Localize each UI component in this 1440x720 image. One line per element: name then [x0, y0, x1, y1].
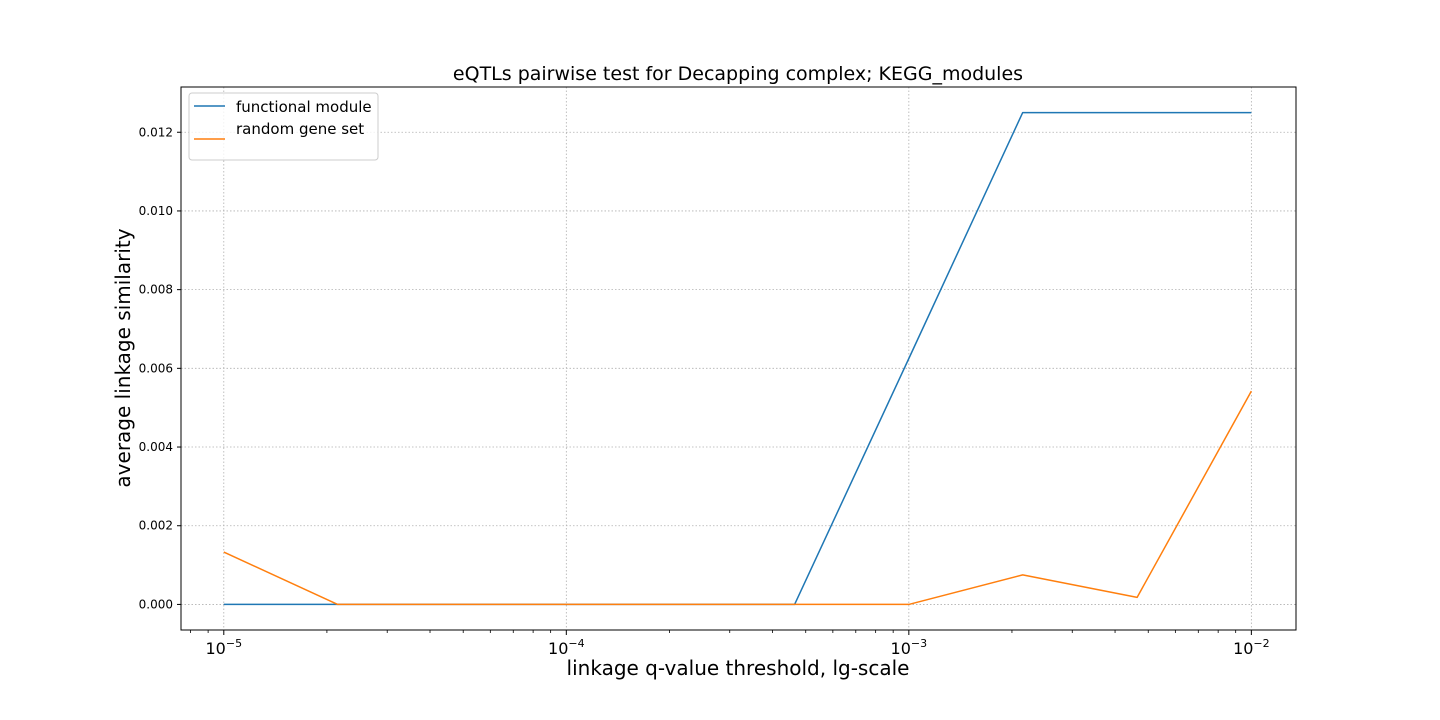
x-tick-label: 10−5	[206, 637, 243, 658]
series-line-random-gene-set	[223, 390, 1253, 606]
legend-box	[188, 92, 379, 161]
chart-title: eQTLs pairwise test for Decapping comple…	[453, 63, 1023, 85]
y-tick-label: 0.002	[139, 519, 173, 533]
y-tick-label: 0.012	[139, 125, 173, 139]
y-tick-label: 0.004	[139, 440, 173, 454]
x-tick-label: 10−2	[1233, 637, 1270, 658]
y-tick-label: 0.000	[139, 597, 173, 611]
y-axis-label: average linkage similarity	[111, 228, 135, 487]
legend: functional module random gene set	[188, 92, 379, 161]
x-tick-label: 10−3	[891, 637, 928, 658]
y-tick-label: 0.008	[139, 283, 173, 297]
series-layer	[223, 111, 1253, 606]
legend-label-functional-module: functional module	[236, 98, 372, 116]
axis-ticks: 0.000 0.002 0.004 0.006 0.008 0.010 0.012 10−5 1…	[139, 125, 1270, 658]
grid-lines	[181, 87, 1296, 630]
legend-label-random-gene-set: random gene set	[236, 120, 364, 138]
x-axis-label: linkage q-value threshold, lg-scale	[567, 656, 910, 680]
plot-frame	[180, 86, 1297, 631]
x-tick-label: 10−4	[548, 637, 585, 658]
y-tick-label: 0.010	[139, 204, 173, 218]
series-line-functional-module	[223, 111, 1252, 606]
y-tick-label: 0.006	[139, 361, 173, 375]
